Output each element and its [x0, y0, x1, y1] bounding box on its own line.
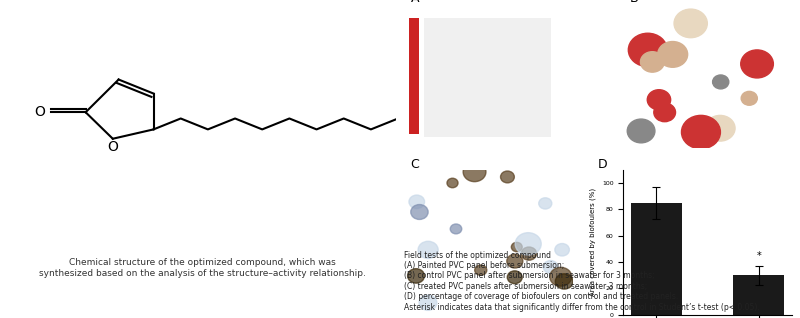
Circle shape [515, 233, 542, 255]
FancyBboxPatch shape [409, 18, 419, 134]
Circle shape [674, 9, 707, 38]
Circle shape [522, 247, 537, 260]
Circle shape [555, 274, 573, 289]
Text: O: O [34, 105, 46, 119]
Circle shape [501, 171, 514, 183]
Circle shape [507, 271, 522, 284]
Text: O: O [107, 141, 118, 155]
Text: A: A [410, 0, 419, 4]
Circle shape [409, 195, 425, 209]
Circle shape [658, 42, 688, 67]
Circle shape [641, 52, 664, 72]
Circle shape [628, 33, 667, 66]
Bar [631, 203, 682, 315]
Circle shape [654, 103, 675, 122]
Text: C: C [410, 158, 419, 171]
Circle shape [741, 50, 774, 78]
Text: Chemical structure of the optimized compound, which was
synthesized based on the: Chemical structure of the optimized comp… [38, 258, 366, 278]
Circle shape [511, 242, 522, 252]
Bar [733, 275, 784, 315]
Y-axis label: Area covered by biofoulers (%): Area covered by biofoulers (%) [590, 188, 596, 296]
Text: B: B [630, 0, 638, 4]
Circle shape [647, 90, 670, 110]
FancyBboxPatch shape [424, 18, 550, 136]
Circle shape [682, 115, 721, 149]
Circle shape [450, 224, 462, 234]
Circle shape [419, 295, 437, 310]
Circle shape [555, 244, 570, 256]
Circle shape [713, 75, 729, 89]
Circle shape [418, 241, 438, 259]
Circle shape [463, 162, 486, 182]
Circle shape [705, 115, 735, 141]
Circle shape [543, 260, 558, 273]
Circle shape [538, 198, 552, 209]
Text: *: * [756, 251, 761, 261]
Circle shape [550, 267, 572, 286]
Text: D: D [598, 158, 607, 171]
Text: Field tests of the optimized compound
(A) Painted PVC panel before submersion;
(: Field tests of the optimized compound (A… [404, 251, 760, 312]
Circle shape [627, 119, 655, 143]
Circle shape [506, 254, 523, 268]
Circle shape [410, 204, 428, 219]
Circle shape [741, 91, 758, 105]
Circle shape [474, 265, 487, 275]
Circle shape [447, 178, 458, 188]
Circle shape [408, 269, 425, 283]
